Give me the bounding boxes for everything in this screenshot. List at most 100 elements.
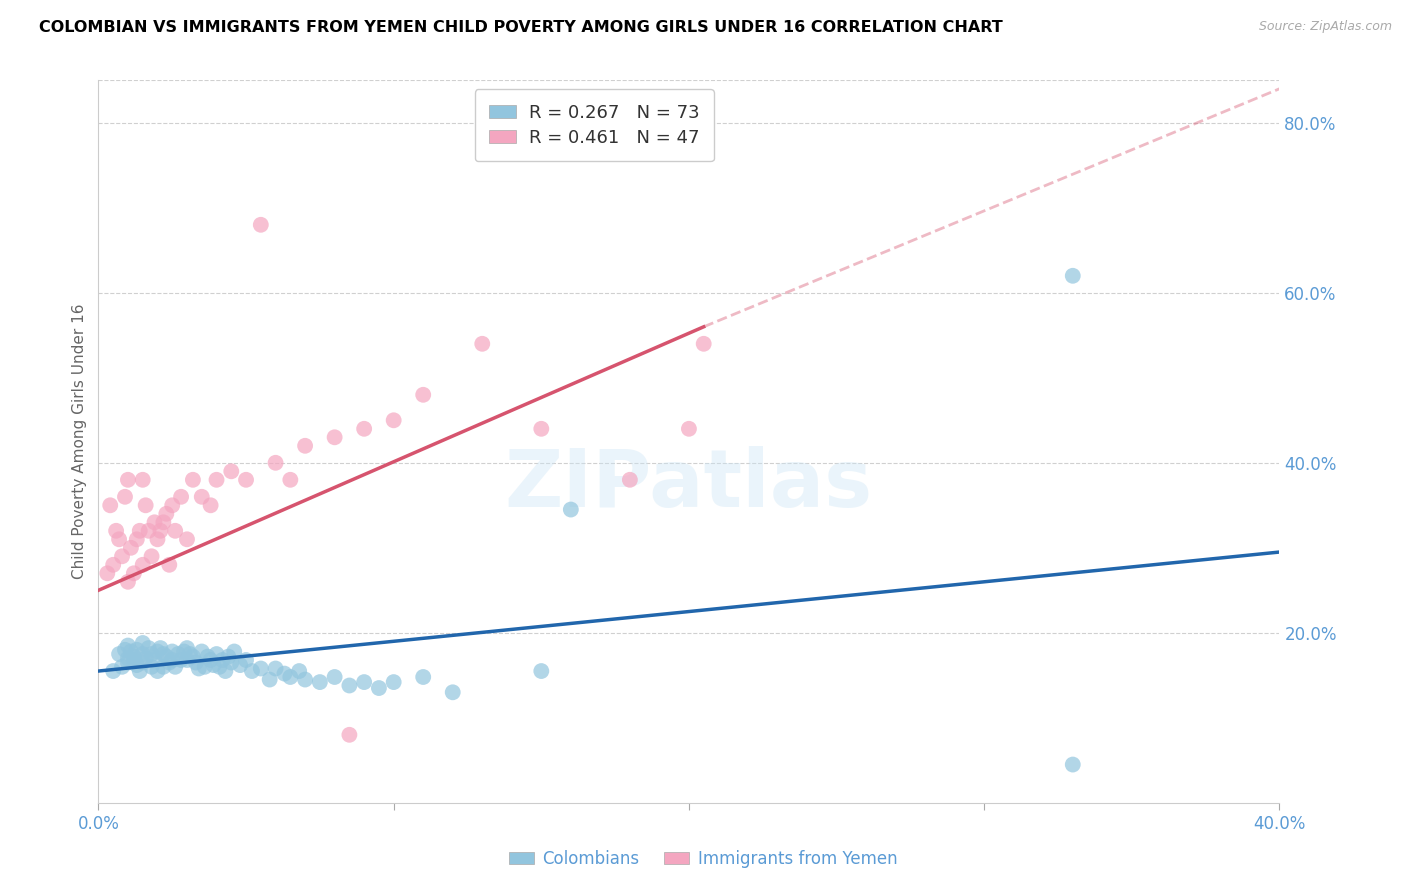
Point — [143, 516, 166, 530]
Point — [105, 524, 128, 538]
Point — [149, 641, 172, 656]
Point — [125, 533, 148, 547]
Point — [221, 464, 243, 478]
Point — [103, 558, 125, 572]
Point — [235, 653, 257, 667]
Point — [273, 666, 295, 681]
Point — [187, 661, 209, 675]
Point — [200, 653, 222, 667]
Point — [122, 566, 145, 581]
Point — [162, 644, 183, 658]
Point — [146, 644, 169, 658]
Point — [202, 658, 225, 673]
Point — [382, 413, 405, 427]
Point — [240, 664, 263, 678]
Point — [197, 649, 219, 664]
Point — [181, 473, 204, 487]
Point — [149, 524, 172, 538]
Point — [135, 651, 157, 665]
Point — [162, 498, 183, 512]
Point — [191, 644, 214, 658]
Point — [176, 641, 198, 656]
Point — [125, 642, 148, 657]
Point — [184, 656, 207, 670]
Point — [120, 644, 142, 658]
Point — [191, 490, 214, 504]
Point — [530, 422, 553, 436]
Point — [224, 644, 246, 658]
Point — [170, 653, 193, 667]
Point — [162, 653, 183, 667]
Point — [152, 516, 174, 530]
Point — [323, 670, 346, 684]
Point — [128, 524, 150, 538]
Point — [235, 473, 257, 487]
Point — [103, 664, 125, 678]
Legend: R = 0.267   N = 73, R = 0.461   N = 47: R = 0.267 N = 73, R = 0.461 N = 47 — [475, 89, 714, 161]
Point — [155, 507, 177, 521]
Point — [1062, 757, 1084, 772]
Point — [339, 678, 361, 692]
Text: Source: ZipAtlas.com: Source: ZipAtlas.com — [1258, 20, 1392, 33]
Point — [229, 658, 252, 673]
Point — [165, 660, 187, 674]
Point — [167, 647, 190, 661]
Point — [108, 533, 131, 547]
Point — [135, 498, 157, 512]
Point — [111, 660, 134, 674]
Point — [412, 388, 434, 402]
Point — [205, 647, 228, 661]
Point — [441, 685, 464, 699]
Point — [132, 647, 155, 661]
Point — [280, 473, 302, 487]
Point — [176, 653, 198, 667]
Point — [117, 473, 139, 487]
Point — [96, 566, 118, 581]
Point — [111, 549, 134, 564]
Point — [152, 660, 174, 674]
Point — [471, 336, 494, 351]
Point — [194, 660, 217, 674]
Point — [205, 473, 228, 487]
Point — [152, 647, 174, 661]
Point — [132, 656, 155, 670]
Point — [157, 656, 180, 670]
Point — [122, 653, 145, 667]
Point — [120, 541, 142, 555]
Point — [619, 473, 641, 487]
Point — [143, 653, 166, 667]
Point — [530, 664, 553, 678]
Point — [132, 558, 155, 572]
Point — [141, 660, 163, 674]
Point — [693, 336, 716, 351]
Point — [132, 636, 155, 650]
Point — [560, 502, 582, 516]
Point — [173, 644, 195, 658]
Point — [250, 661, 273, 675]
Point — [181, 649, 204, 664]
Point — [117, 639, 139, 653]
Point — [146, 533, 169, 547]
Point — [132, 473, 155, 487]
Y-axis label: Child Poverty Among Girls Under 16: Child Poverty Among Girls Under 16 — [72, 304, 87, 579]
Point — [412, 670, 434, 684]
Point — [264, 661, 287, 675]
Point — [288, 664, 311, 678]
Point — [221, 656, 243, 670]
Point — [200, 498, 222, 512]
Point — [141, 647, 163, 661]
Point — [138, 641, 160, 656]
Point — [294, 439, 316, 453]
Point — [353, 422, 375, 436]
Point — [353, 675, 375, 690]
Point — [117, 651, 139, 665]
Point — [128, 664, 150, 678]
Point — [108, 647, 131, 661]
Text: COLOMBIAN VS IMMIGRANTS FROM YEMEN CHILD POVERTY AMONG GIRLS UNDER 16 CORRELATIO: COLOMBIAN VS IMMIGRANTS FROM YEMEN CHILD… — [39, 20, 1002, 35]
Point — [138, 524, 160, 538]
Point — [1062, 268, 1084, 283]
Point — [382, 675, 405, 690]
Point — [114, 490, 136, 504]
Point — [264, 456, 287, 470]
Point — [122, 649, 145, 664]
